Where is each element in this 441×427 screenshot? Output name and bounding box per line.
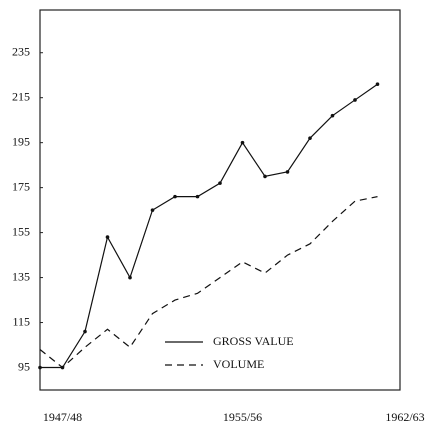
y-tick-label: 175 [12, 179, 30, 193]
y-tick-label: 135 [12, 269, 30, 283]
point [150, 208, 155, 212]
legend-label: GROSS VALUE [213, 334, 294, 348]
y-tick-label: 235 [12, 44, 30, 58]
x-tick-label: 1962/63 [385, 410, 424, 424]
plot-frame [39, 9, 401, 391]
point [375, 82, 380, 87]
point [173, 194, 177, 199]
x-tick-label: 1955/56 [223, 410, 262, 424]
point [38, 365, 42, 370]
series-line [39, 196, 378, 369]
point [218, 181, 222, 185]
point [240, 140, 245, 145]
point [308, 136, 312, 140]
point [263, 174, 267, 179]
y-tick-label: 115 [12, 314, 30, 328]
point [285, 170, 290, 174]
point [353, 98, 357, 102]
y-tick-label: 155 [12, 224, 30, 238]
point [330, 113, 335, 118]
point [128, 275, 132, 280]
y-tick-label: 215 [12, 89, 30, 103]
legend-label: VOLUME [213, 357, 264, 371]
point [195, 194, 200, 199]
x-tick-label: 1947/48 [43, 410, 82, 424]
y-tick-label: 95 [18, 359, 30, 373]
series-line [40, 83, 378, 369]
point [105, 235, 110, 239]
point [83, 329, 87, 334]
y-tick-label: 195 [12, 134, 30, 148]
